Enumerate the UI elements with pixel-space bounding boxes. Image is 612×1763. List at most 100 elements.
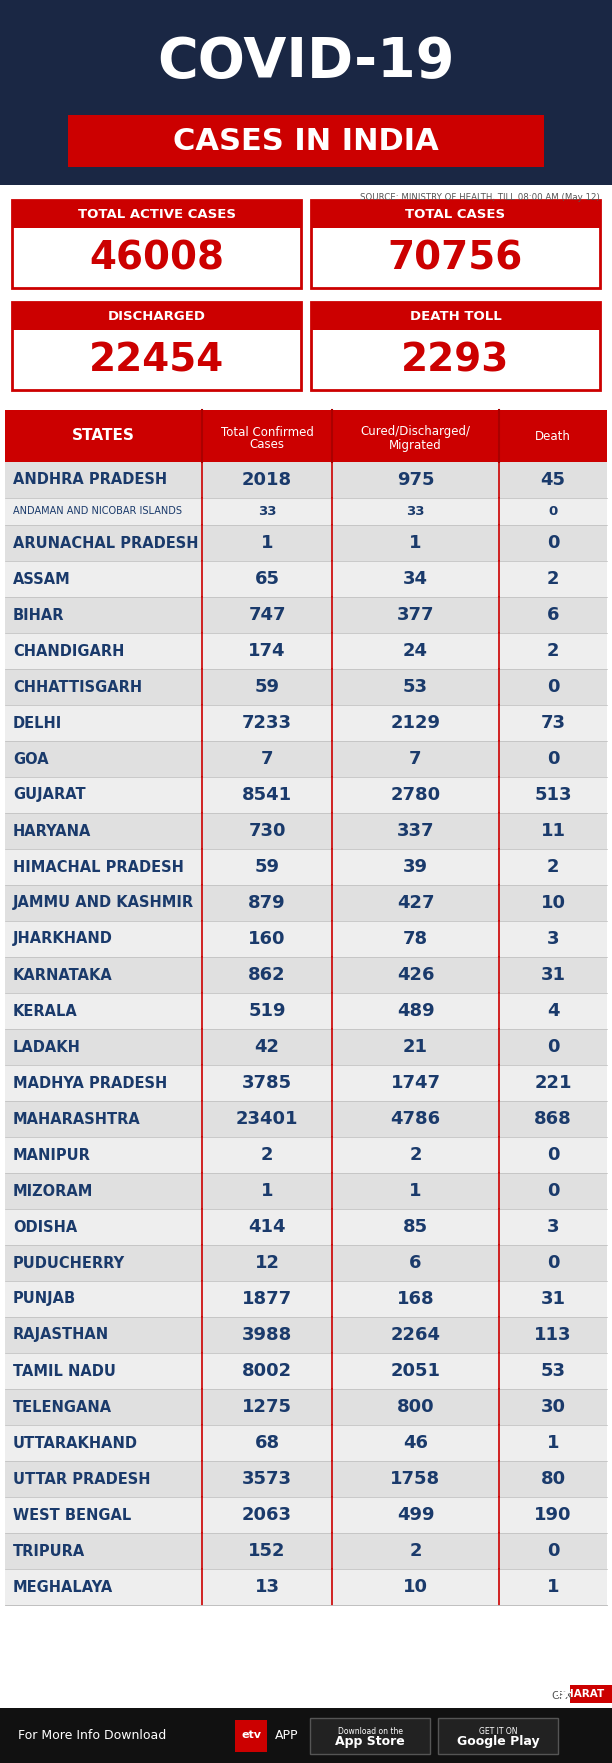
Text: TAMIL NADU: TAMIL NADU xyxy=(13,1363,116,1379)
Text: 168: 168 xyxy=(397,1291,435,1308)
Text: 3573: 3573 xyxy=(242,1470,292,1488)
Text: 39: 39 xyxy=(403,859,428,876)
Text: 0: 0 xyxy=(547,679,559,696)
Bar xyxy=(311,199,600,227)
Text: 31: 31 xyxy=(540,1291,565,1308)
Bar xyxy=(5,633,607,668)
Bar xyxy=(310,1717,430,1754)
Text: KERALA: KERALA xyxy=(13,1003,78,1019)
Text: 34: 34 xyxy=(403,569,428,589)
Text: WEST BENGAL: WEST BENGAL xyxy=(13,1507,131,1523)
Bar xyxy=(5,957,607,993)
Text: 2063: 2063 xyxy=(242,1506,292,1523)
Text: MEGHALAYA: MEGHALAYA xyxy=(13,1580,113,1594)
Text: DISCHARGED: DISCHARGED xyxy=(108,310,206,323)
Text: 8002: 8002 xyxy=(242,1363,292,1380)
Bar xyxy=(68,115,544,167)
Text: MIZORAM: MIZORAM xyxy=(13,1183,94,1199)
Text: 7: 7 xyxy=(409,749,422,769)
Bar xyxy=(12,301,301,390)
Text: 0: 0 xyxy=(548,504,558,518)
Bar xyxy=(5,705,607,740)
Text: JAMMU AND KASHMIR: JAMMU AND KASHMIR xyxy=(13,896,194,910)
Text: 7233: 7233 xyxy=(242,714,292,732)
Bar xyxy=(0,1708,612,1763)
Bar xyxy=(5,525,607,561)
Text: 73: 73 xyxy=(540,714,565,732)
Text: 12: 12 xyxy=(255,1253,280,1271)
Text: 519: 519 xyxy=(248,1001,286,1021)
Bar xyxy=(311,199,600,287)
Text: 975: 975 xyxy=(397,471,435,488)
Text: 33: 33 xyxy=(258,504,276,518)
Bar xyxy=(5,1172,607,1209)
Text: BIHAR: BIHAR xyxy=(13,608,64,622)
Bar xyxy=(12,199,301,287)
Text: 6: 6 xyxy=(547,606,559,624)
Text: 2: 2 xyxy=(547,569,559,589)
Text: 1: 1 xyxy=(261,534,273,552)
Text: Download on the: Download on the xyxy=(337,1728,403,1737)
Text: ARUNACHAL PRADESH: ARUNACHAL PRADESH xyxy=(13,536,198,550)
Text: 879: 879 xyxy=(248,894,286,911)
Text: MANIPUR: MANIPUR xyxy=(13,1148,91,1162)
Bar xyxy=(5,668,607,705)
Bar xyxy=(5,1352,607,1389)
Text: 113: 113 xyxy=(534,1326,572,1343)
Text: 2: 2 xyxy=(261,1146,273,1164)
Text: 868: 868 xyxy=(534,1111,572,1128)
Bar xyxy=(5,1282,607,1317)
Text: ANDHRA PRADESH: ANDHRA PRADESH xyxy=(13,472,167,488)
Bar xyxy=(5,598,607,633)
Text: 78: 78 xyxy=(403,931,428,948)
Text: 2: 2 xyxy=(409,1146,422,1164)
Text: 426: 426 xyxy=(397,966,435,984)
Text: 3: 3 xyxy=(547,1218,559,1236)
Text: 22454: 22454 xyxy=(89,340,224,379)
Bar xyxy=(570,1685,612,1703)
Bar xyxy=(5,1317,607,1352)
Text: 152: 152 xyxy=(248,1543,286,1560)
Text: MAHARASHTRA: MAHARASHTRA xyxy=(13,1111,141,1127)
Text: 59: 59 xyxy=(255,679,280,696)
Text: 85: 85 xyxy=(403,1218,428,1236)
Text: 2293: 2293 xyxy=(401,340,510,379)
Text: ETV BHARAT: ETV BHARAT xyxy=(531,1689,604,1700)
Text: LADAKH: LADAKH xyxy=(13,1040,81,1054)
Bar xyxy=(5,777,607,813)
Bar xyxy=(5,1065,607,1102)
Bar xyxy=(5,497,607,525)
Text: 337: 337 xyxy=(397,822,435,839)
Text: TOTAL ACTIVE CASES: TOTAL ACTIVE CASES xyxy=(78,208,236,220)
Text: 59: 59 xyxy=(255,859,280,876)
Text: 2051: 2051 xyxy=(390,1363,441,1380)
Text: 11: 11 xyxy=(540,822,565,839)
Text: HIMACHAL PRADESH: HIMACHAL PRADESH xyxy=(13,860,184,874)
Text: HARYANA: HARYANA xyxy=(13,823,91,839)
Text: 3: 3 xyxy=(547,931,559,948)
Bar xyxy=(0,1691,612,1708)
Text: TRIPURA: TRIPURA xyxy=(13,1543,85,1558)
Text: 46008: 46008 xyxy=(89,240,224,277)
Text: 33: 33 xyxy=(406,504,425,518)
Bar xyxy=(5,1102,607,1137)
Text: 10: 10 xyxy=(403,1578,428,1596)
Bar xyxy=(5,561,607,598)
Bar xyxy=(5,850,607,885)
Text: 0: 0 xyxy=(547,1543,559,1560)
Text: 2129: 2129 xyxy=(390,714,441,732)
Text: 8541: 8541 xyxy=(242,786,292,804)
Text: For More Info Download: For More Info Download xyxy=(18,1730,166,1742)
Bar xyxy=(5,1209,607,1245)
Text: Cured/Discharged/: Cured/Discharged/ xyxy=(360,425,471,439)
Text: 6: 6 xyxy=(409,1253,422,1271)
Text: 4786: 4786 xyxy=(390,1111,441,1128)
Text: 513: 513 xyxy=(534,786,572,804)
Text: 1: 1 xyxy=(261,1181,273,1201)
Text: TELENGANA: TELENGANA xyxy=(13,1400,112,1414)
Text: 730: 730 xyxy=(248,822,286,839)
Text: CHHATTISGARH: CHHATTISGARH xyxy=(13,679,142,695)
Text: 4: 4 xyxy=(547,1001,559,1021)
Text: Death: Death xyxy=(535,430,571,443)
Text: 160: 160 xyxy=(248,931,286,948)
